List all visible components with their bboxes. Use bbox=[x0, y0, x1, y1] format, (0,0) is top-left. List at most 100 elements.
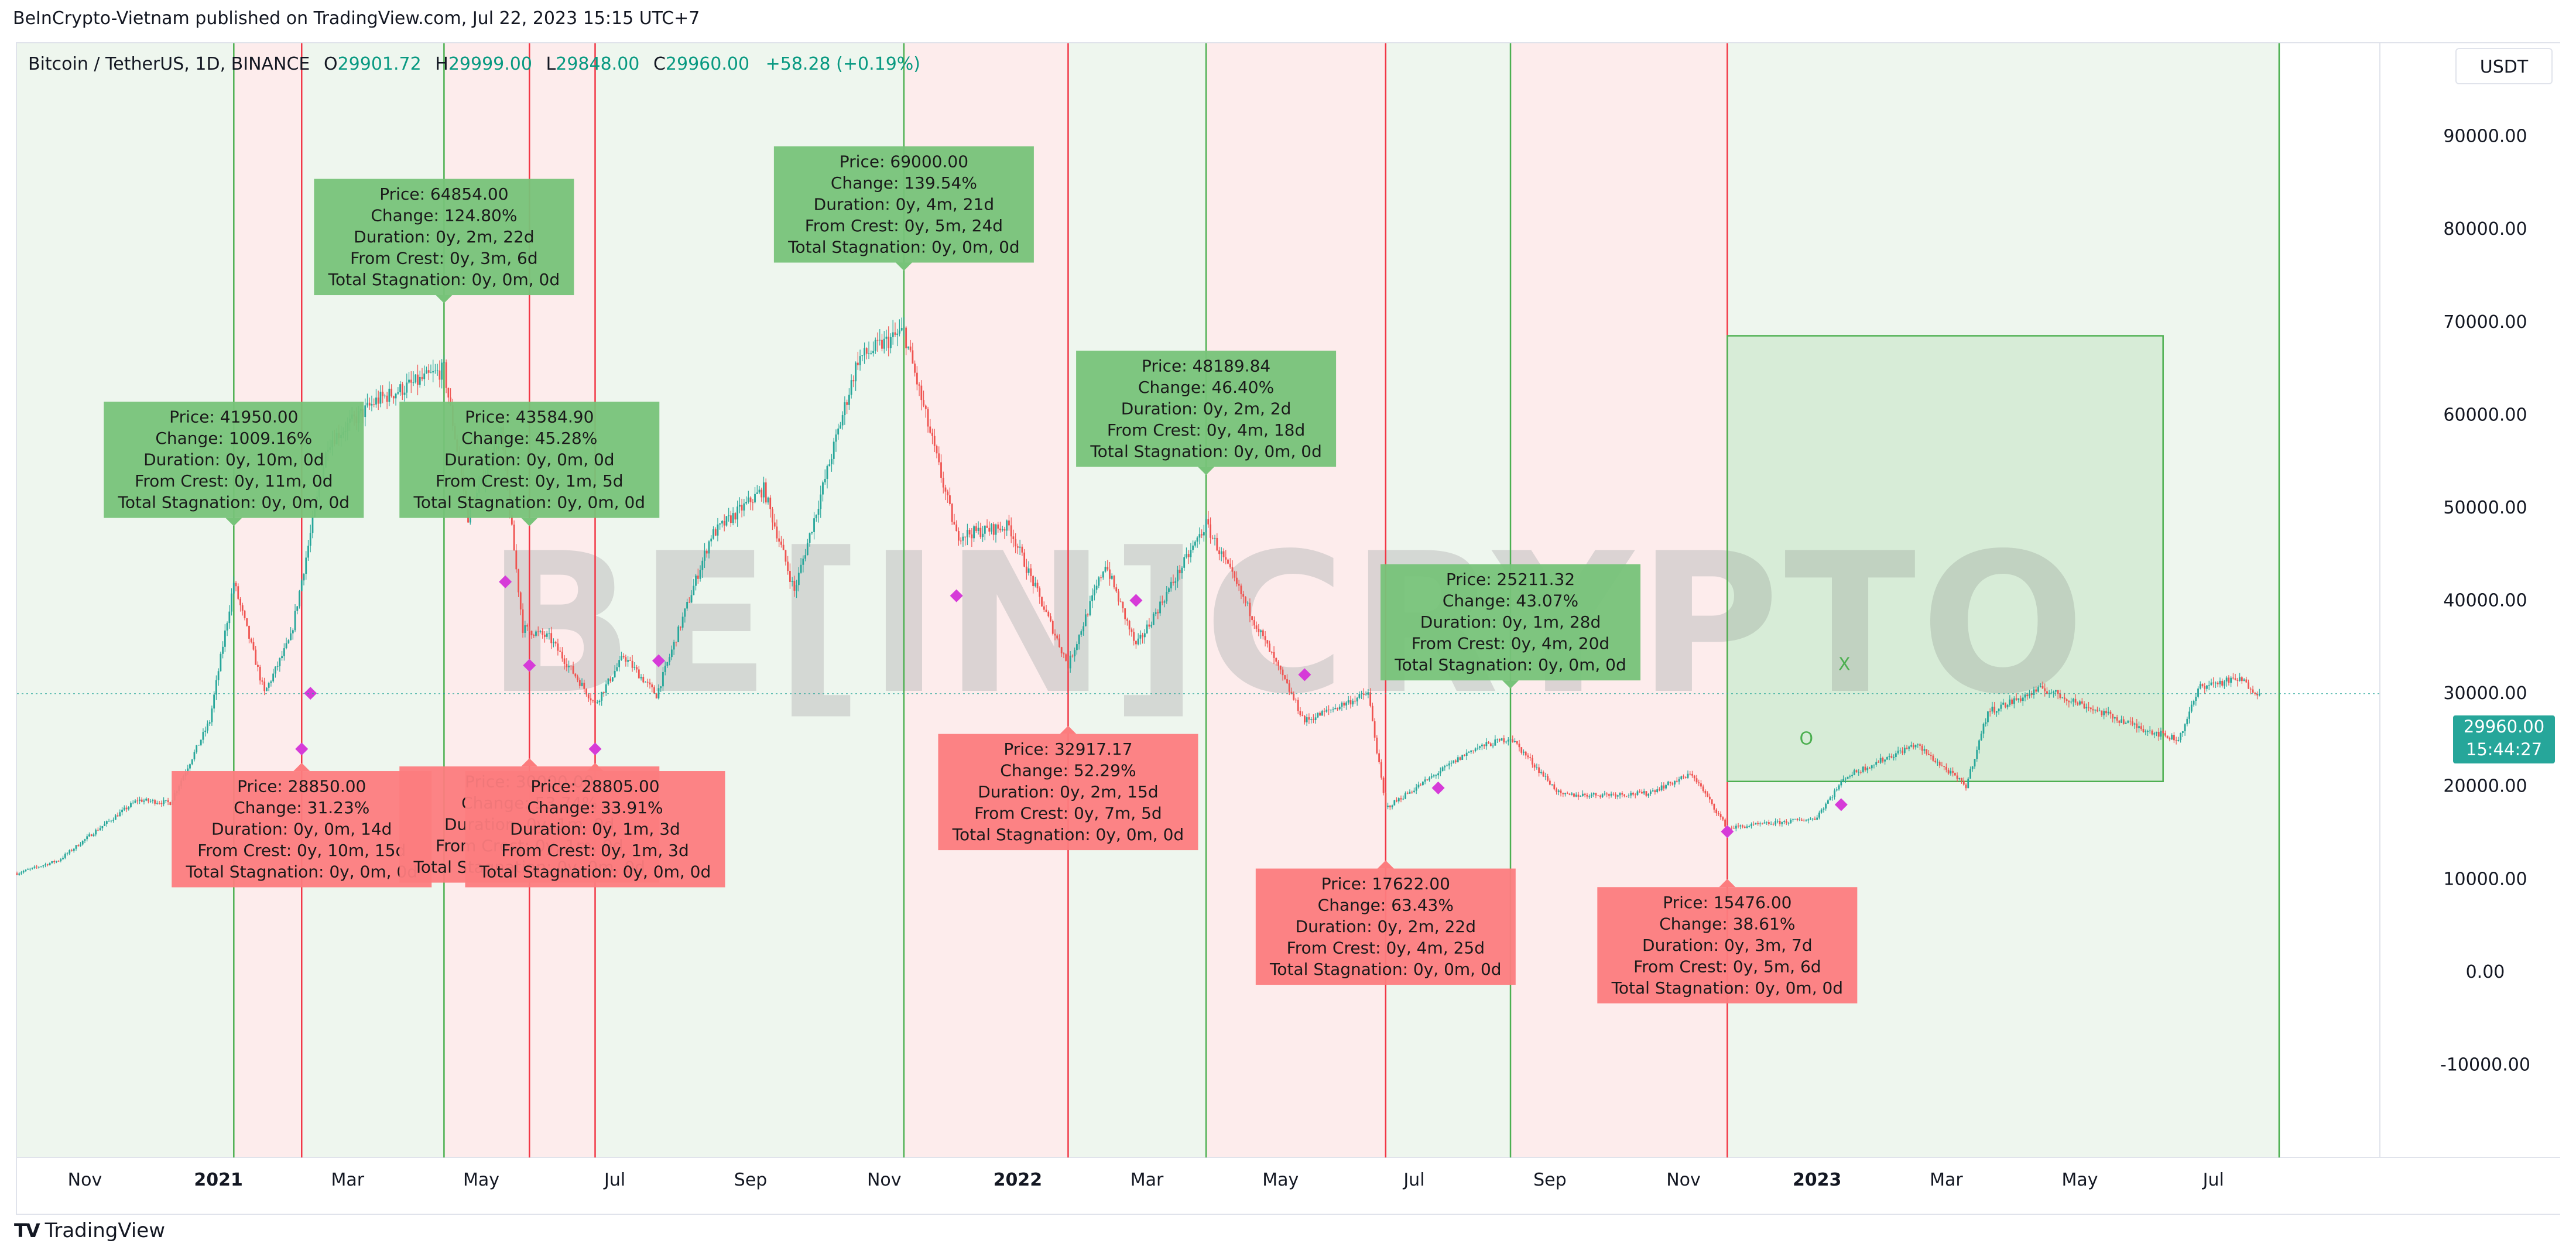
candle-body-935 bbox=[2063, 697, 2065, 700]
candle-body-331 bbox=[741, 505, 743, 511]
candle-body-189 bbox=[430, 372, 432, 374]
x-tick-label-14: Mar bbox=[1930, 1170, 1963, 1190]
candle-body-593 bbox=[1314, 717, 1317, 721]
candle-body-891 bbox=[1967, 778, 1969, 789]
currency-button[interactable]: USDT bbox=[2455, 48, 2553, 84]
candle-body-175 bbox=[399, 384, 401, 393]
candle-body-265 bbox=[596, 702, 598, 703]
candle-body-785 bbox=[1735, 826, 1737, 829]
candle-body-296 bbox=[664, 666, 666, 672]
candle-body-119 bbox=[276, 666, 279, 667]
candle-body-517 bbox=[1148, 624, 1150, 627]
candle-body-134 bbox=[309, 533, 311, 546]
candle-body-315 bbox=[705, 550, 708, 554]
candle-body-365 bbox=[815, 515, 817, 519]
candle-body-170 bbox=[388, 388, 390, 402]
candle-body-472 bbox=[1050, 616, 1051, 621]
x-tick-label-6: Nov bbox=[867, 1170, 902, 1190]
candle-body-595 bbox=[1319, 713, 1321, 716]
candle-body-632 bbox=[1400, 798, 1402, 800]
candle-body-457 bbox=[1017, 546, 1019, 548]
candle-body-837 bbox=[1849, 776, 1851, 777]
candle-body-66 bbox=[160, 803, 163, 804]
candle-body-753 bbox=[1665, 785, 1667, 789]
candle-body-585 bbox=[1297, 700, 1299, 711]
last-price-tag: 29960.00 15:44:27 bbox=[2453, 715, 2555, 763]
candle-body-826 bbox=[1825, 803, 1827, 809]
candle-body-636 bbox=[1409, 792, 1411, 794]
x-tick-label-16: Jul bbox=[2202, 1170, 2224, 1190]
candle-body-500 bbox=[1111, 576, 1113, 579]
candle-body-621 bbox=[1376, 737, 1378, 753]
candle-body-377 bbox=[841, 415, 844, 426]
candle-body-642 bbox=[1422, 781, 1424, 786]
candle-body-478 bbox=[1063, 653, 1065, 655]
candle-body-454 bbox=[1010, 525, 1012, 537]
candle-body-181 bbox=[412, 382, 415, 383]
candle-body-651 bbox=[1441, 767, 1444, 772]
candle-body-516 bbox=[1146, 624, 1148, 633]
candle-body-659 bbox=[1459, 757, 1461, 760]
candle-body-31 bbox=[84, 839, 86, 841]
candle-body-739 bbox=[1634, 794, 1636, 796]
candle-body-687 bbox=[1520, 747, 1523, 753]
candle-body-88 bbox=[208, 722, 211, 724]
candle-body-574 bbox=[1273, 652, 1275, 658]
candle-body-450 bbox=[1001, 529, 1003, 530]
candle-body-534 bbox=[1186, 554, 1187, 557]
candle-body-549 bbox=[1218, 550, 1220, 554]
candle-body-197 bbox=[447, 388, 450, 398]
candle-body-615 bbox=[1363, 693, 1365, 695]
candle-body-497 bbox=[1104, 567, 1107, 572]
pivot-box-line-3-4: Total Stagnation: 0y, 0m, 0d bbox=[787, 238, 1020, 257]
candle-body-527 bbox=[1170, 581, 1172, 588]
candle-body-12 bbox=[42, 865, 44, 866]
footer-brand[interactable]: TV TradingView bbox=[14, 1217, 165, 1245]
pivot-box-line-8-4: Total Stagnation: 0y, 0m, 0d bbox=[479, 862, 711, 882]
candle-body-426 bbox=[949, 495, 951, 504]
candle-body-772 bbox=[1707, 793, 1709, 797]
candle-body-664 bbox=[1470, 750, 1472, 752]
candle-body-869 bbox=[1919, 744, 1921, 746]
candle-body-490 bbox=[1089, 601, 1091, 615]
candle-body-868 bbox=[1917, 744, 1919, 745]
candle-body-308 bbox=[690, 595, 693, 602]
candle-body-505 bbox=[1122, 602, 1124, 608]
pivot-box-pointer-7 bbox=[521, 758, 538, 767]
candle-body-757 bbox=[1674, 780, 1676, 785]
candle-body-987 bbox=[2177, 739, 2180, 741]
candle-body-114 bbox=[266, 687, 268, 691]
candle-body-1009 bbox=[2225, 677, 2228, 681]
candle-body-939 bbox=[2072, 698, 2074, 702]
candle-body-503 bbox=[1118, 591, 1119, 602]
candle-body-561 bbox=[1245, 597, 1246, 603]
candle-body-542 bbox=[1203, 532, 1205, 536]
low-pivot-label-11: Price: 15476.00 Change: 38.61% Duration: 0… bbox=[1597, 879, 1858, 1003]
change-value: +58.28 (+0.19%) bbox=[765, 54, 921, 74]
candle-body-882 bbox=[1947, 769, 1950, 774]
candle-body-656 bbox=[1453, 760, 1455, 763]
candle-body-683 bbox=[1512, 739, 1514, 742]
candle-body-763 bbox=[1687, 773, 1689, 778]
pivot-box-bg-11 bbox=[1597, 887, 1858, 1003]
candle-body-342 bbox=[765, 482, 767, 503]
candle-body-590 bbox=[1308, 717, 1310, 720]
pivot-box-bg-5 bbox=[1381, 564, 1641, 681]
close-label: C bbox=[653, 54, 666, 74]
candle-body-434 bbox=[966, 530, 968, 537]
candle-body-840 bbox=[1855, 770, 1858, 773]
candle-body-604 bbox=[1338, 707, 1341, 710]
candle-body-359 bbox=[802, 559, 804, 565]
candle-body-305 bbox=[684, 608, 686, 617]
pivot-box-line-5-1: Change: 43.07% bbox=[1443, 591, 1578, 611]
pivot-box-line-3-0: Price: 69000.00 bbox=[840, 152, 968, 172]
candle-body-94 bbox=[222, 646, 224, 654]
candle-body-723 bbox=[1599, 795, 1601, 797]
candle-body-960 bbox=[2118, 720, 2121, 723]
candle-body-402 bbox=[896, 333, 899, 335]
candle-body-970 bbox=[2140, 726, 2142, 729]
candle-body-188 bbox=[427, 370, 430, 373]
candle-body-579 bbox=[1284, 675, 1286, 680]
pivot-box-line-9-4: Total Stagnation: 0y, 0m, 0d bbox=[952, 825, 1184, 844]
